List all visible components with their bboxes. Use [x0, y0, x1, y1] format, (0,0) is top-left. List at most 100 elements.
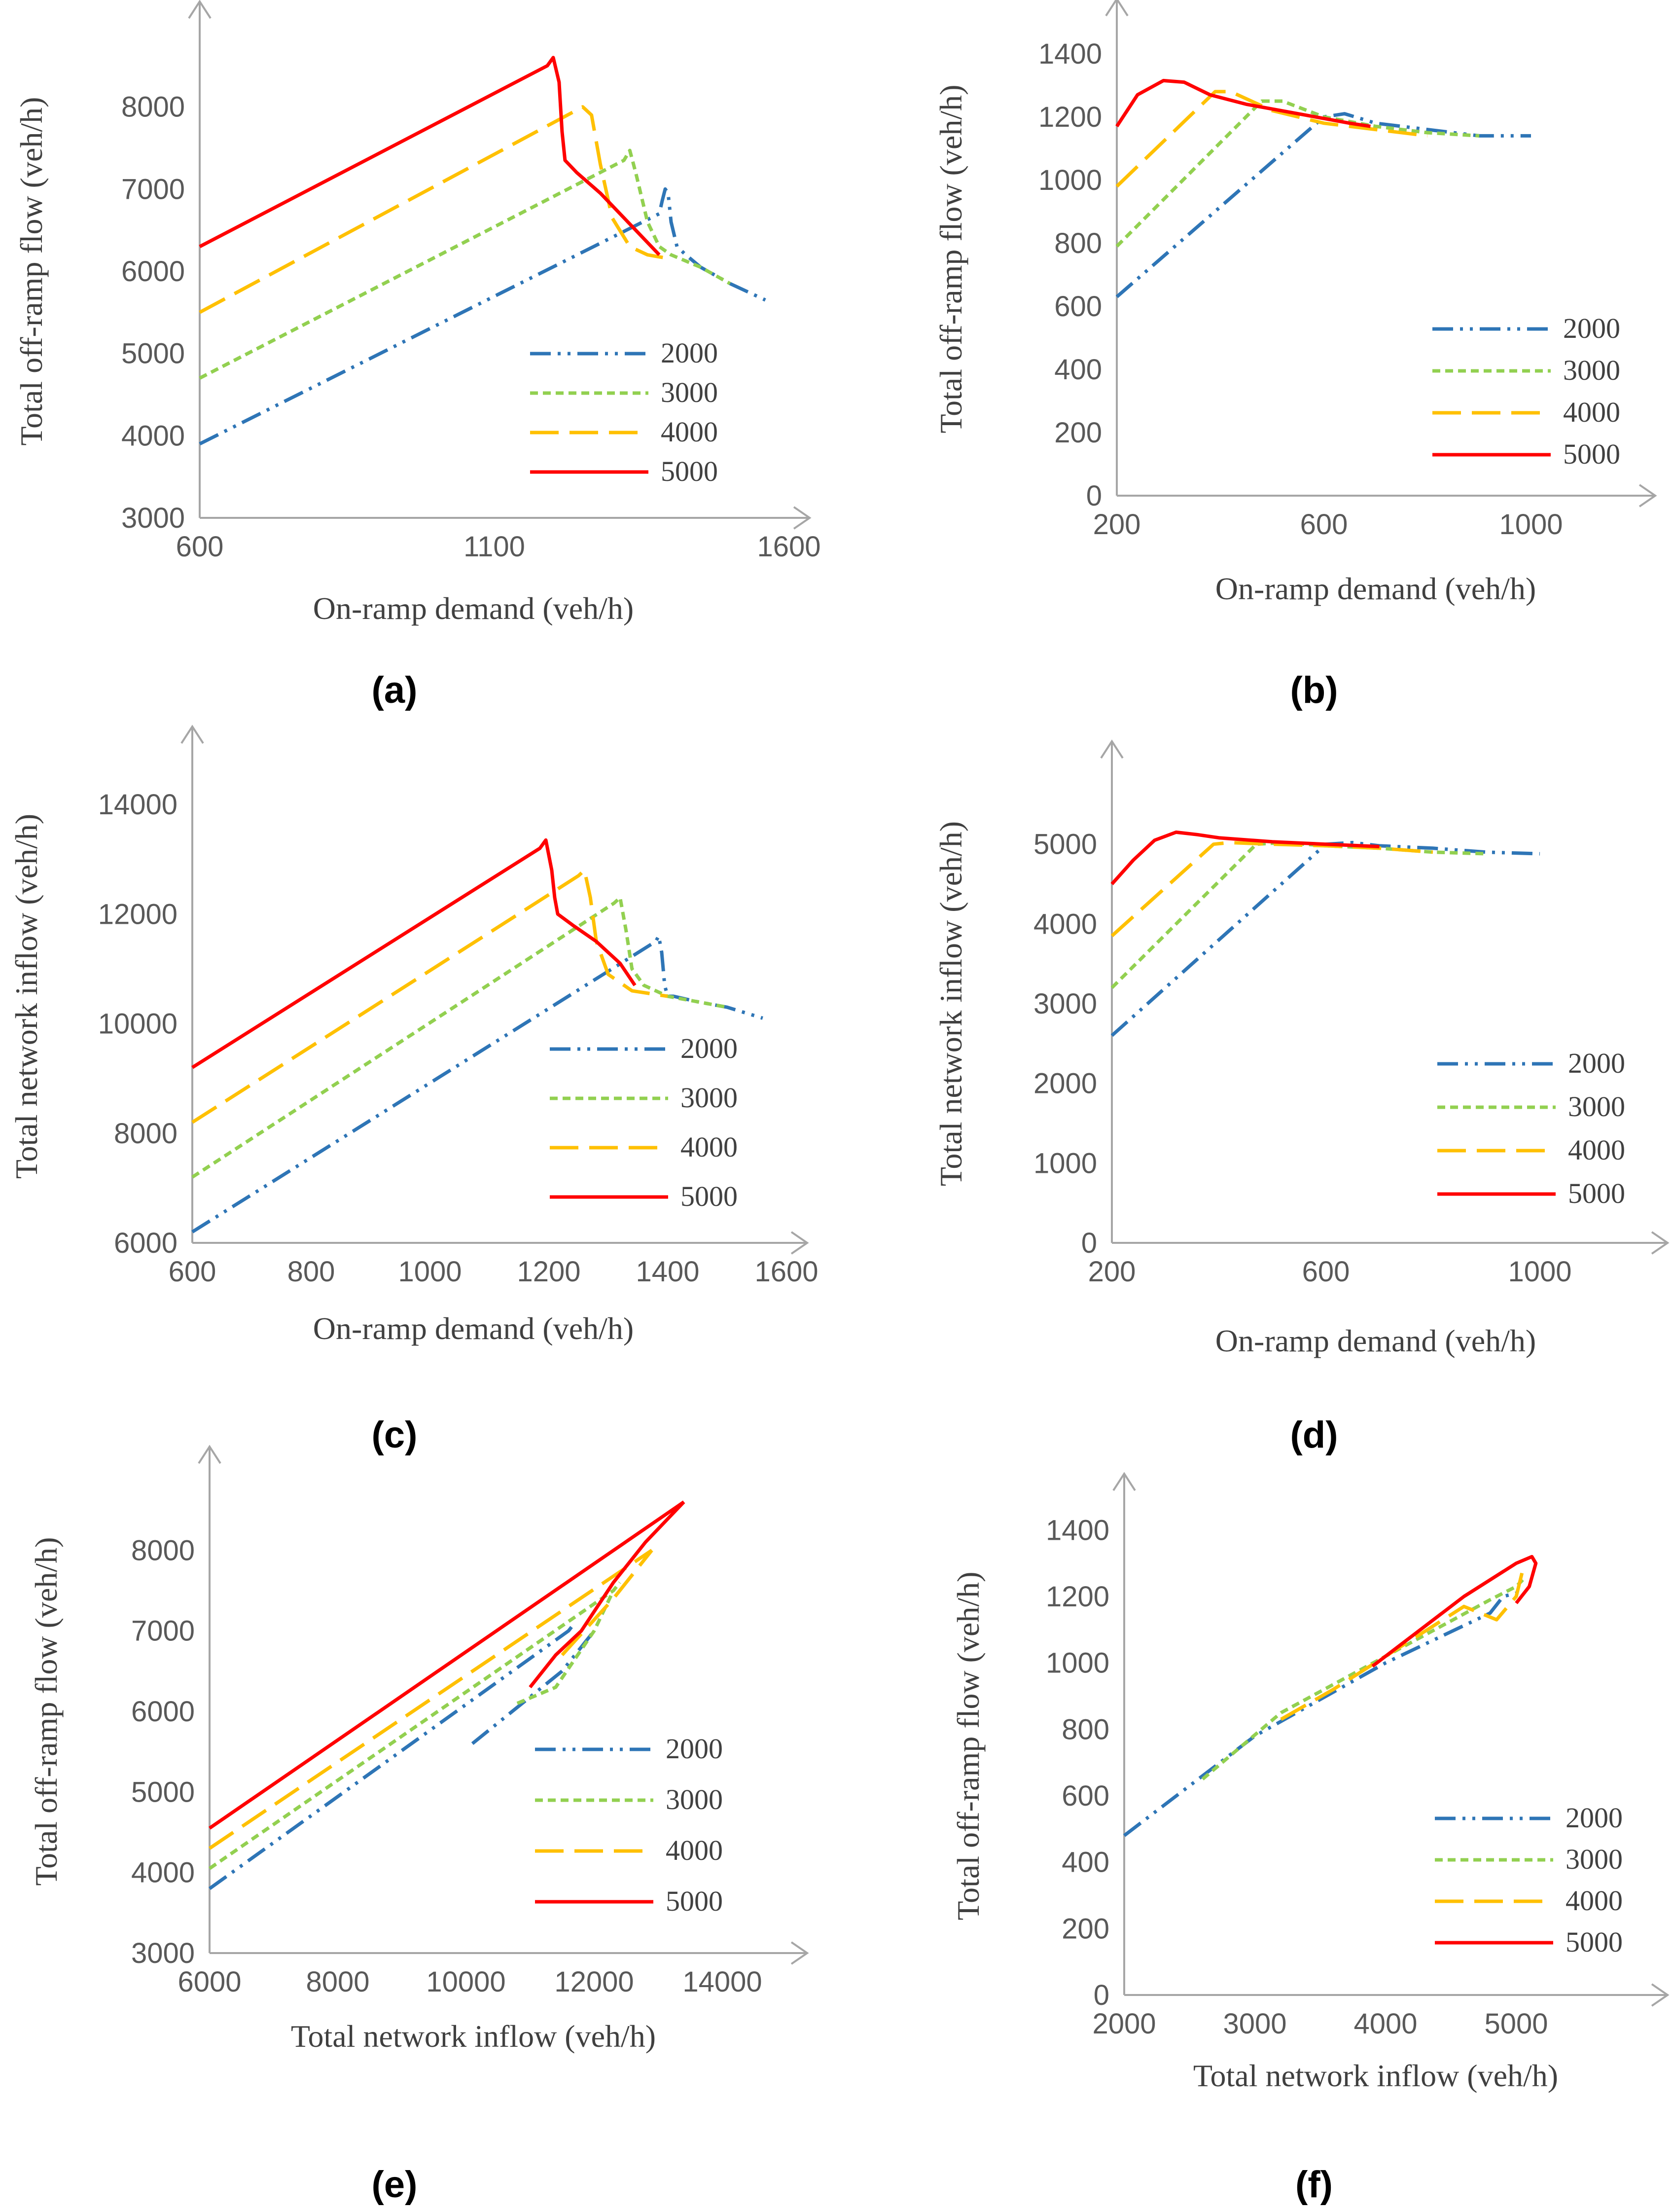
y-axis-arrow — [188, 0, 212, 19]
legend-label: 4000 — [666, 1834, 723, 1866]
y-axis-arrow — [198, 1445, 221, 1464]
series-line-4000 — [209, 1549, 653, 1850]
x-tick-label: 1000 — [1508, 1256, 1571, 1288]
x-axis-arrow — [1651, 1983, 1670, 2007]
legend-label: 5000 — [1563, 438, 1620, 470]
y-tick-label: 1000 — [1046, 1647, 1109, 1679]
x-tick-label: 1200 — [517, 1256, 580, 1288]
y-tick-label: 600 — [1062, 1780, 1109, 1812]
legend-label: 5000 — [1568, 1177, 1625, 1209]
legend-label: 2000 — [666, 1733, 723, 1765]
y-axis-title: Total off-ramp flow (veh/h) — [951, 1572, 986, 1921]
series-3000 — [209, 1581, 621, 1870]
series-2000 — [208, 1622, 596, 1890]
y-tick-label: 200 — [1062, 1913, 1109, 1945]
panel-caption: (e) — [372, 2164, 418, 2206]
series-5000 — [1115, 78, 1371, 128]
x-tick-label: 6000 — [178, 1966, 241, 1998]
legend-label: 3000 — [1568, 1090, 1625, 1123]
series-2000 — [1123, 1591, 1524, 1837]
series-line-2000 — [191, 934, 763, 1233]
y-tick-label: 6000 — [121, 255, 185, 288]
axes — [188, 0, 812, 530]
legend-label: 2000 — [1566, 1802, 1623, 1834]
y-tick-label: 7000 — [121, 173, 185, 205]
series-5000 — [191, 838, 637, 1069]
panel-caption: (b) — [1290, 669, 1338, 711]
series-line-3000 — [191, 896, 728, 1179]
series-line-2000 — [1115, 112, 1531, 298]
y-tick-label: 0 — [1086, 480, 1102, 512]
x-tick-label: 1600 — [757, 531, 820, 563]
y-tick-label: 6000 — [114, 1227, 178, 1259]
axes — [1105, 0, 1657, 508]
x-axis-arrow — [790, 1231, 809, 1255]
x-axis-title: On-ramp demand (veh/h) — [313, 591, 634, 626]
y-tick-label: 5000 — [131, 1776, 195, 1808]
y-tick-label: 0 — [1081, 1227, 1097, 1259]
chart-panel-a: 600 1100 1600 3000 4000 5000 6000 7000 8000 On-ra… — [14, 0, 821, 711]
series-4000 — [1110, 840, 1433, 938]
y-tick-label: 12000 — [98, 898, 178, 930]
series-line-5000 — [1115, 78, 1371, 128]
y-tick-label: 3000 — [131, 1937, 195, 1969]
series-5000 — [199, 56, 661, 256]
x-tick-label: 600 — [169, 1256, 216, 1288]
y-tick-label: 4000 — [131, 1857, 195, 1889]
panel-caption: (c) — [372, 1414, 418, 1456]
panel-caption: (f) — [1295, 2164, 1333, 2206]
y-tick-label: 400 — [1062, 1847, 1109, 1879]
x-axis-title: On-ramp demand (veh/h) — [1215, 571, 1536, 606]
x-tick-label: 200 — [1093, 508, 1141, 541]
y-tick-label: 14000 — [98, 789, 178, 821]
x-axis-arrow — [1651, 1231, 1670, 1255]
series-line-3000 — [1115, 99, 1480, 248]
y-axis-title: Total network inflow (veh/h) — [933, 821, 968, 1186]
legend-label: 3000 — [1566, 1843, 1623, 1875]
x-tick-label: 2000 — [1092, 2008, 1156, 2040]
series-2000 — [1115, 112, 1531, 298]
axes — [1100, 739, 1670, 1255]
legend: 2000 3000 4000 5000 — [1437, 1047, 1625, 1209]
series-5000 — [209, 1500, 685, 1830]
y-tick-label: 1400 — [1046, 1514, 1109, 1546]
x-tick-label: 1400 — [636, 1256, 699, 1288]
x-axis-title: On-ramp demand (veh/h) — [1215, 1323, 1536, 1358]
series-4000 — [1280, 1569, 1525, 1721]
y-tick-label: 5000 — [1033, 829, 1097, 861]
x-tick-label: 200 — [1088, 1256, 1136, 1288]
x-tick-label: 600 — [1300, 508, 1348, 541]
y-axis-title: Total off-ramp flow (veh/h) — [29, 1537, 64, 1886]
series-4000 — [1115, 90, 1428, 188]
y-axis-arrow — [1105, 0, 1129, 17]
series-line-4000 — [1280, 1569, 1525, 1721]
series-line-3000 — [1110, 840, 1487, 989]
x-tick-label: 5000 — [1484, 2008, 1548, 2040]
series-line-4000 — [1110, 840, 1433, 938]
series-line-3000 — [199, 148, 731, 380]
y-tick-label: 1000 — [1038, 164, 1102, 196]
x-tick-label: 600 — [1302, 1256, 1350, 1288]
series-line-4000 — [1115, 90, 1428, 188]
x-axis-title: On-ramp demand (veh/h) — [313, 1311, 634, 1346]
series-2000 — [1110, 840, 1540, 1037]
axes — [180, 725, 809, 1255]
series-4000 — [199, 105, 672, 314]
y-axis-arrow — [180, 725, 204, 744]
legend-label: 4000 — [1563, 396, 1620, 428]
legend-label: 4000 — [661, 416, 718, 448]
y-tick-label: 7000 — [131, 1615, 195, 1647]
legend-label: 3000 — [680, 1082, 738, 1114]
y-tick-label: 1200 — [1038, 101, 1102, 133]
x-tick-label: 10000 — [426, 1966, 505, 1998]
series-line-2000 — [199, 187, 766, 446]
series-5000 — [1110, 830, 1380, 885]
legend-label: 2000 — [680, 1032, 738, 1064]
x-axis-arrow — [1638, 484, 1657, 508]
series-3000 — [1201, 1578, 1524, 1780]
x-tick-label: 4000 — [1353, 2008, 1417, 2040]
x-tick-label: 1600 — [754, 1256, 818, 1288]
series-line-4000 — [191, 868, 668, 1124]
legend-label: 3000 — [1563, 354, 1620, 386]
